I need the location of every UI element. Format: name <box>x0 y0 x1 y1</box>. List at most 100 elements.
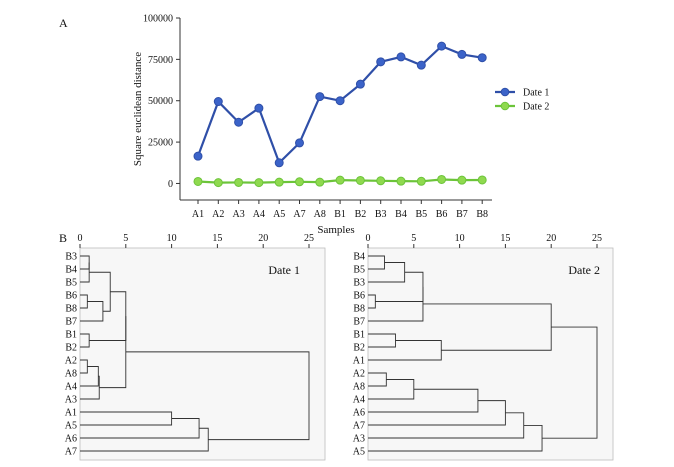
panel-label-a: A <box>59 16 68 30</box>
x-tick-label: A2 <box>212 209 224 220</box>
leaf-label: A8 <box>65 369 77 380</box>
dendrogram-link <box>368 286 424 322</box>
leaf-label: B8 <box>353 304 365 315</box>
data-point <box>416 176 426 186</box>
data-point <box>437 174 447 184</box>
x-tick-label: B6 <box>436 209 448 220</box>
x-tick-label: A1 <box>192 209 204 220</box>
y-tick-label: 25000 <box>148 138 173 149</box>
leaf-label: A3 <box>65 395 77 406</box>
leaf-label: B1 <box>353 330 365 341</box>
leaf-label: A6 <box>65 434 77 445</box>
data-point <box>234 117 244 127</box>
data-point <box>213 178 223 188</box>
y-tick-label: 75000 <box>148 55 173 66</box>
dendrogram-date-1: Date 1 0 5 10 15 20 25 B3 B4 B5 B6 B8 B7 B1 B2 A2 A8 A4 A… <box>65 233 326 461</box>
data-point <box>295 177 304 187</box>
data-point <box>295 138 304 148</box>
x-tick-label: 25 <box>304 233 314 244</box>
legend-marker <box>500 101 510 111</box>
line-chart: 0 25000 50000 75000 100000 A1 A2 A3 A4 A5 A7 A8 B1 B… <box>132 14 549 237</box>
dendrogram-link <box>80 262 90 283</box>
leaf-label: A5 <box>65 421 77 432</box>
data-point <box>254 178 264 188</box>
data-point <box>477 175 487 185</box>
x-tick-label: B1 <box>334 209 346 220</box>
leaf-label: B5 <box>65 278 77 289</box>
leaf-label: A7 <box>353 421 365 432</box>
x-tick-label: B8 <box>476 209 488 220</box>
legend-label: Date 1 <box>523 88 549 99</box>
leaf-label: A1 <box>353 356 365 367</box>
data-point <box>477 53 487 63</box>
x-tick-label: A4 <box>253 209 265 220</box>
x-axis-label: Samples <box>317 224 354 236</box>
data-point <box>193 151 203 161</box>
y-axis-label: Square euclidean distance <box>132 52 144 166</box>
leaf-label: B6 <box>353 291 365 302</box>
x-tick-label: B2 <box>355 209 367 220</box>
leaf-label: B4 <box>65 265 77 276</box>
x-tick-label: A7 <box>293 209 305 220</box>
data-point <box>376 57 386 67</box>
data-point <box>213 97 223 107</box>
y-tick-label: 50000 <box>148 96 173 107</box>
leaf-label: B3 <box>353 278 365 289</box>
data-point <box>396 176 406 186</box>
data-point <box>274 158 284 168</box>
dendrogram-title: Date 2 <box>568 263 600 277</box>
leaf-label: B7 <box>353 317 365 328</box>
x-tick-label: 25 <box>592 233 602 244</box>
data-point <box>335 175 345 185</box>
dendrogram-link <box>99 316 127 389</box>
dendrogram-link <box>542 326 598 439</box>
x-tick-label: B4 <box>395 209 407 220</box>
leaf-label: B5 <box>353 265 365 276</box>
x-tick-label: 20 <box>258 233 268 244</box>
x-tick-label: A8 <box>314 209 326 220</box>
x-tick-label: 10 <box>455 233 465 244</box>
x-tick-label: B7 <box>456 209 468 220</box>
leaf-label: A4 <box>65 382 77 393</box>
leaf-label: B8 <box>65 304 77 315</box>
x-tick-label: A5 <box>273 209 285 220</box>
leaf-label: B4 <box>353 252 365 263</box>
leaf-label: A3 <box>353 434 365 445</box>
data-point <box>376 176 386 186</box>
leaf-label: B2 <box>65 343 77 354</box>
legend: Date 1 Date 2 <box>495 88 549 113</box>
leaf-label: A2 <box>353 369 365 380</box>
data-point <box>457 175 467 185</box>
legend-label: Date 2 <box>523 102 549 113</box>
dendrogram-link <box>125 351 310 441</box>
leaf-label: A2 <box>65 356 77 367</box>
x-tick-label: 5 <box>123 233 128 244</box>
x-tick-label: 15 <box>212 233 222 244</box>
x-tick-label: 0 <box>366 233 371 244</box>
x-tick-label: 0 <box>78 233 83 244</box>
data-point <box>274 177 284 187</box>
legend-marker <box>500 87 510 97</box>
x-tick-label: 5 <box>411 233 416 244</box>
data-point <box>234 177 244 187</box>
leaf-label: A4 <box>353 395 365 406</box>
leaf-label: A6 <box>353 408 365 419</box>
leaf-label: A8 <box>353 382 365 393</box>
y-tick-label: 100000 <box>143 14 173 25</box>
x-tick-label: 15 <box>500 233 510 244</box>
data-point <box>355 79 365 89</box>
data-point <box>416 60 426 70</box>
leaf-label: A5 <box>353 447 365 458</box>
leaf-label: B1 <box>65 330 77 341</box>
leaf-label: B3 <box>65 252 77 263</box>
data-point <box>355 175 365 185</box>
dendrogram-title: Date 1 <box>268 263 300 277</box>
leaf-label: A1 <box>65 408 77 419</box>
data-point <box>335 96 345 106</box>
x-tick-label: B5 <box>415 209 427 220</box>
x-tick-label: B3 <box>375 209 387 220</box>
data-point <box>396 52 406 62</box>
leaf-label: B6 <box>65 291 77 302</box>
x-tick-label: 20 <box>546 233 556 244</box>
